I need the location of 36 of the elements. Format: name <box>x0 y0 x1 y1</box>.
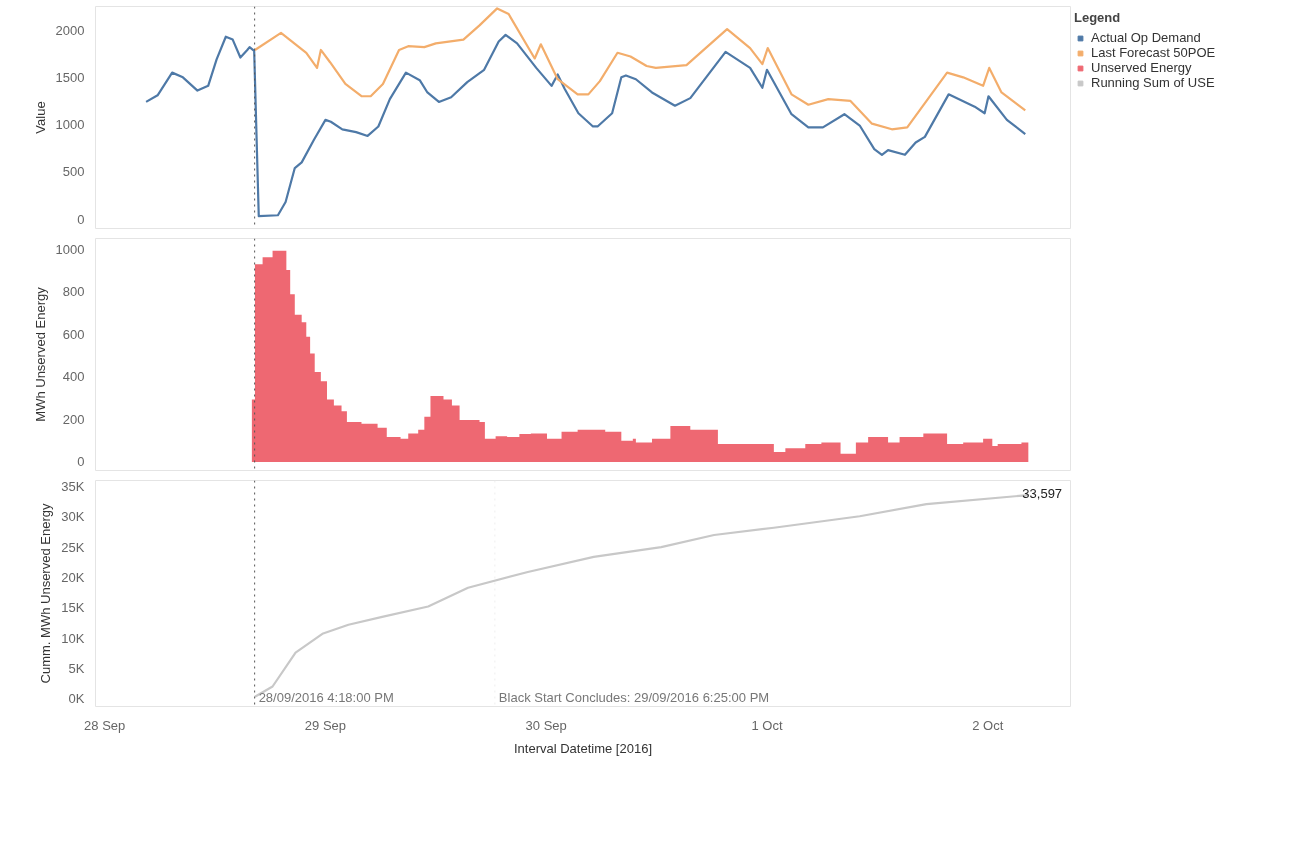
x-tick-label: 30 Sep <box>525 717 567 733</box>
y-tick-label: 0 <box>77 211 85 227</box>
y-axis-title: MWh Unserved Energy <box>32 286 48 422</box>
legend-title: Legend <box>1074 10 1122 25</box>
y-axis-title: Value <box>32 101 48 134</box>
y-tick-label: 5K <box>68 660 85 676</box>
y-tick-label: 2000 <box>55 22 85 38</box>
y-tick-label: 200 <box>62 411 85 427</box>
y-tick-label: 35K <box>61 479 85 495</box>
y-tick-label: 500 <box>62 164 85 180</box>
y-tick-label: 20K <box>61 569 85 585</box>
ref-line-label: Black Start Concludes: 29/09/2016 6:25:00 PM <box>498 689 770 705</box>
data-label: 33,597 <box>1022 485 1063 501</box>
y-tick-label: 1000 <box>55 241 85 257</box>
y-tick-label: 400 <box>62 369 85 385</box>
y-axis-title: Cumm. MWh Unserved Energy <box>38 503 54 684</box>
x-tick-label: 1 Oct <box>751 717 783 733</box>
y-tick-label: 15K <box>61 600 85 616</box>
y-tick-label: 1500 <box>55 69 85 85</box>
x-tick-label: 2 Oct <box>972 717 1004 733</box>
y-tick-label: 800 <box>62 284 85 300</box>
x-axis-title: Interval Datetime [2016] <box>513 740 653 756</box>
legend-label: Running Sum of USE <box>1091 75 1215 90</box>
y-tick-label: 1000 <box>55 117 85 133</box>
y-tick-label: 0K <box>68 691 85 707</box>
y-tick-label: 10K <box>61 630 85 646</box>
y-tick-label: 0 <box>77 454 85 470</box>
legend-label: Actual Op Demand <box>1091 30 1201 45</box>
legend-label: Last Forecast 50POE <box>1091 45 1216 60</box>
y-tick-label: 30K <box>61 509 85 525</box>
x-tick-label: 29 Sep <box>304 717 347 733</box>
x-tick-label: 28 Sep <box>84 717 126 733</box>
legend-label: Unserved Energy <box>1091 60 1192 75</box>
y-tick-label: 600 <box>62 326 85 342</box>
y-tick-label: 25K <box>61 539 85 555</box>
ref-line-label: 28/09/2016 4:18:00 PM <box>258 689 394 705</box>
